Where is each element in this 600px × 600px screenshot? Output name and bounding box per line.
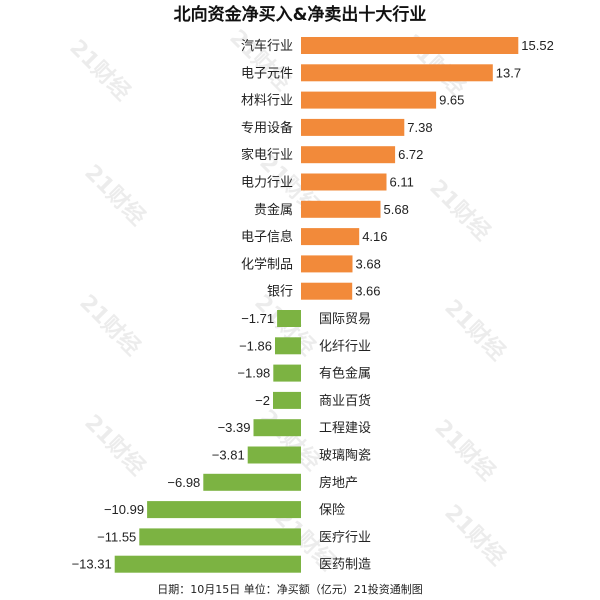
watermark-2: 21财经 bbox=[224, 24, 295, 95]
category-label-11: 国际贸易 bbox=[319, 312, 371, 327]
category-label-9: 化学制品 bbox=[241, 256, 293, 272]
value-label-1: 15.52 bbox=[521, 38, 554, 53]
category-label-13: 有色金属 bbox=[319, 366, 371, 382]
value-label-10: 3.66 bbox=[355, 284, 380, 299]
chart-title: 北向资金净买入&净卖出十大行业 bbox=[174, 4, 427, 25]
bar-20 bbox=[114, 555, 301, 573]
bar-11 bbox=[277, 310, 301, 327]
bars-group: 汽车行业 15.52 电子元件 13.7 材料行业 9.65 专用设备 7.38 家电行业 6.7… bbox=[72, 37, 554, 573]
category-label-16: 玻璃陶瓷 bbox=[319, 448, 371, 464]
watermark-4: 21财经 bbox=[79, 159, 150, 230]
value-label-9: 3.68 bbox=[356, 256, 381, 271]
value-label-8: 4.16 bbox=[362, 229, 387, 244]
bar-8 bbox=[301, 228, 360, 246]
value-label-4: 7.38 bbox=[407, 120, 432, 135]
category-label-14: 商业百货 bbox=[319, 393, 371, 409]
bar-13 bbox=[273, 364, 301, 382]
watermark-6: 21财经 bbox=[424, 174, 495, 245]
value-label-5: 6.72 bbox=[398, 147, 423, 162]
value-label-6: 6.11 bbox=[390, 175, 414, 190]
category-label-5: 家电行业 bbox=[241, 147, 293, 163]
bar-18 bbox=[147, 501, 301, 519]
bar-3 bbox=[301, 91, 437, 109]
value-label-11: −1.71 bbox=[241, 311, 274, 326]
value-label-17: −6.98 bbox=[167, 475, 200, 490]
watermark-11: 21财经 bbox=[254, 404, 325, 475]
category-label-18: 保险 bbox=[319, 503, 345, 518]
value-label-14: −2 bbox=[255, 393, 270, 408]
bar-5 bbox=[301, 146, 396, 164]
value-label-15: −3.39 bbox=[218, 420, 251, 435]
bar-10 bbox=[301, 282, 353, 300]
bar-1 bbox=[301, 37, 519, 54]
value-label-16: −3.81 bbox=[212, 448, 245, 463]
category-label-15: 工程建设 bbox=[319, 421, 371, 436]
watermark-12: 21财经 bbox=[429, 414, 500, 485]
category-label-8: 电子信息 bbox=[241, 229, 293, 245]
value-label-20: −13.31 bbox=[72, 557, 112, 572]
category-label-20: 医药制造 bbox=[319, 558, 371, 573]
category-label-3: 材料行业 bbox=[241, 94, 293, 109]
bar-16 bbox=[247, 446, 301, 464]
bar-2 bbox=[301, 64, 493, 82]
category-label-7: 贵金属 bbox=[254, 202, 293, 218]
watermark-14: 21财经 bbox=[439, 499, 510, 570]
bar-19 bbox=[139, 528, 301, 546]
watermark-9: 21财经 bbox=[439, 294, 510, 365]
bar-6 bbox=[301, 173, 387, 191]
category-label-19: 医疗行业 bbox=[319, 530, 371, 545]
value-label-12: −1.86 bbox=[239, 338, 272, 353]
value-label-13: −1.98 bbox=[237, 366, 270, 381]
bar-17 bbox=[203, 473, 301, 491]
bar-4 bbox=[301, 118, 405, 136]
value-label-19: −11.55 bbox=[97, 529, 136, 544]
bar-15 bbox=[253, 419, 301, 437]
bar-14 bbox=[273, 391, 301, 409]
bar-7 bbox=[301, 200, 381, 218]
value-label-7: 5.68 bbox=[384, 202, 409, 217]
category-label-6: 电力行业 bbox=[241, 176, 293, 191]
category-label-12: 化纤行业 bbox=[319, 339, 371, 354]
category-label-10: 银行 bbox=[267, 285, 293, 300]
category-label-2: 电子元件 bbox=[241, 66, 293, 81]
bar-12 bbox=[275, 337, 301, 355]
watermark-1: 21财经 bbox=[64, 34, 135, 105]
value-label-3: 9.65 bbox=[439, 93, 464, 108]
category-label-1: 汽车行业 bbox=[241, 38, 293, 54]
bar-9 bbox=[301, 255, 353, 273]
category-label-17: 房地产 bbox=[319, 475, 358, 491]
watermark-7: 21财经 bbox=[74, 289, 145, 360]
watermark-10: 21财经 bbox=[79, 409, 150, 480]
value-label-2: 13.7 bbox=[496, 65, 521, 80]
value-label-18: −10.99 bbox=[104, 502, 144, 517]
category-label-4: 专用设备 bbox=[241, 120, 293, 136]
chart-footer: 日期：10月15日 单位：净买额（亿元）21投资通制图 bbox=[157, 582, 423, 596]
